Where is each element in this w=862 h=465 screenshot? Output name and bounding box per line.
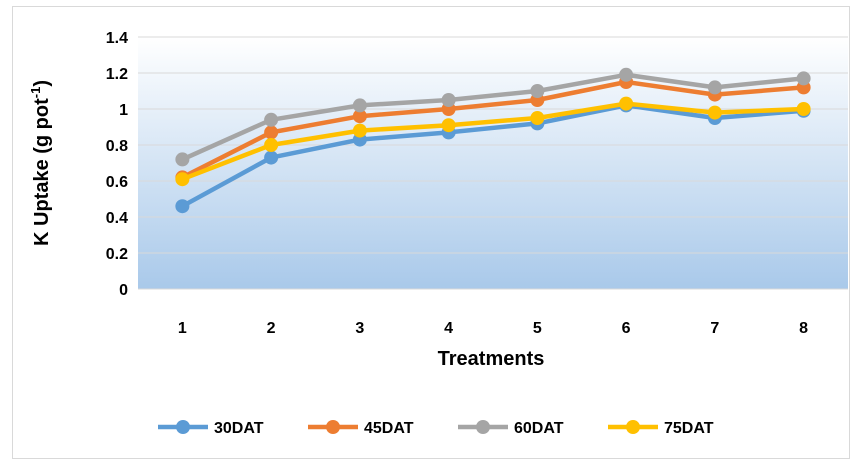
series-line [181, 103, 804, 209]
data-point [707, 80, 722, 95]
x-tick-label: 6 [622, 320, 631, 337]
y-tick-label: 1 [119, 102, 128, 119]
legend-item: 30DAT [158, 420, 264, 437]
data-point [441, 118, 456, 133]
data-point [796, 102, 811, 116]
legend-marker [326, 420, 340, 434]
legend-label: 30DAT [214, 420, 264, 437]
plot-area [138, 37, 848, 289]
series-75DAT [175, 96, 811, 187]
y-axis-title-main: K Uptake (g pot [31, 98, 53, 246]
legend-label: 75DAT [664, 420, 714, 437]
data-point [619, 67, 634, 82]
legend-item: 75DAT [608, 420, 714, 437]
y-tick-label: 1.4 [106, 30, 128, 47]
series-layer [175, 67, 811, 214]
data-point [530, 84, 545, 98]
data-point [352, 98, 367, 113]
y-tick-label: 0.8 [106, 138, 128, 155]
series-60DAT [175, 67, 811, 167]
legend-item: 60DAT [458, 420, 564, 437]
legend-item: 45DAT [308, 420, 414, 437]
series-line [181, 72, 804, 162]
y-tick-label: 0.2 [106, 246, 128, 263]
x-tick-label: 8 [799, 320, 808, 337]
legend: 30DAT 45DAT 60DAT 75DAT [158, 420, 714, 437]
data-point [264, 125, 279, 140]
data-point [264, 112, 279, 127]
y-tick-label: 1.2 [106, 66, 128, 83]
line-chart: 0 0.2 0.4 0.6 0.8 1 1.2 1.4 1 2 3 4 5 6 7 8 Treatments… [28, 30, 848, 437]
legend-marker [626, 420, 640, 434]
legend-marker [476, 420, 490, 434]
x-axis-title: Treatments [438, 348, 545, 370]
x-tick-label: 7 [710, 320, 719, 337]
legend-label: 45DAT [364, 420, 414, 437]
data-point [175, 152, 190, 167]
x-axis-ticks: 1 2 3 4 5 6 7 8 [178, 320, 808, 337]
data-point [530, 111, 545, 125]
x-tick-label: 5 [533, 320, 542, 337]
chart-container: 0 0.2 0.4 0.6 0.8 1 1.2 1.4 1 2 3 4 5 6 7 8 Treatments… [12, 6, 850, 459]
data-point [264, 138, 279, 152]
legend-marker [176, 420, 190, 434]
data-point [707, 105, 722, 120]
data-point [796, 71, 811, 86]
y-axis-title-superscript: -1 [28, 87, 43, 99]
series-line [181, 79, 804, 180]
y-tick-label: 0.4 [106, 210, 128, 227]
x-tick-label: 3 [355, 320, 364, 337]
series-line [181, 101, 804, 182]
legend-label: 60DAT [514, 420, 564, 437]
y-axis-title-close: ) [31, 80, 53, 87]
y-tick-label: 0 [119, 282, 128, 299]
gridlines [138, 36, 848, 290]
y-tick-label: 0.6 [106, 174, 128, 191]
y-axis-ticks: 0 0.2 0.4 0.6 0.8 1 1.2 1.4 [106, 30, 128, 299]
data-point [619, 96, 634, 111]
data-point [175, 172, 190, 187]
data-point [441, 93, 456, 107]
x-tick-label: 1 [178, 320, 187, 337]
data-point [352, 109, 367, 124]
data-point [352, 123, 367, 138]
y-axis-title: K Uptake (g pot-1) [28, 80, 53, 246]
x-tick-label: 4 [444, 320, 453, 337]
data-point [175, 199, 190, 214]
data-point [264, 150, 279, 165]
x-tick-label: 2 [267, 320, 276, 337]
